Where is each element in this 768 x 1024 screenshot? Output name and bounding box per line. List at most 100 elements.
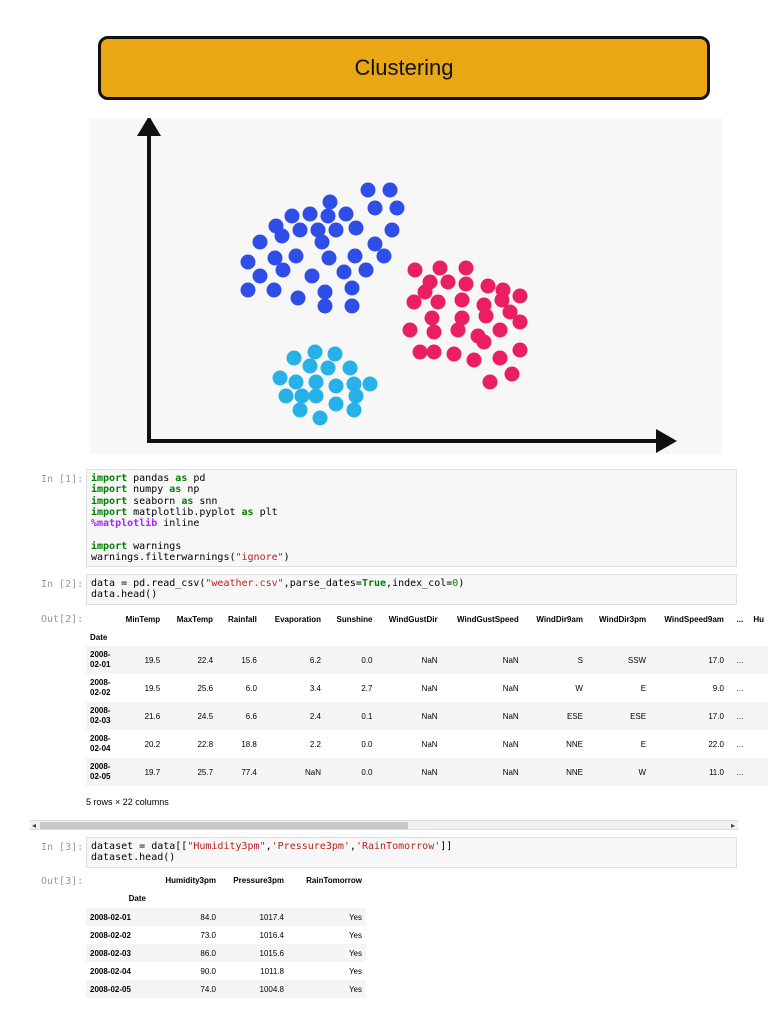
column-header: ... <box>736 614 744 624</box>
cluster-1-point <box>267 250 283 266</box>
table-cell: 74.0 <box>200 984 216 994</box>
shape-note: 5 rows × 22 columns <box>86 797 169 807</box>
table-cell-empty <box>747 758 768 786</box>
scroll-left-icon[interactable]: ◂ <box>32 821 37 830</box>
cluster-1-point <box>389 200 405 216</box>
code-line: import matplotlib.pyplot as plt <box>91 507 732 518</box>
table-cell: 90.0 <box>200 966 216 976</box>
cluster-1-point <box>304 268 320 284</box>
cluster-2-point <box>458 260 474 276</box>
index-name-filler <box>164 628 217 646</box>
cluster-1-point <box>367 200 383 216</box>
code-line: import numpy as np <box>91 484 732 495</box>
table-cell-empty <box>747 646 768 674</box>
code-token: "Humidity3pm" <box>187 841 266 852</box>
table-row: 2008- 02-03 21.6 24.5 6.6 2.4 0.1 NaN NaN ESE ESE 1… <box>86 702 768 730</box>
cluster-3-point <box>312 410 328 426</box>
cluster-3-point <box>302 358 318 374</box>
table-cell: NNE <box>566 767 583 777</box>
cluster-3-point <box>346 402 362 418</box>
cluster-1-point <box>348 220 364 236</box>
code-token: ,index_col= <box>386 578 453 589</box>
code-token: "weather.csv" <box>205 578 284 589</box>
cluster-2-point <box>454 292 470 308</box>
table-cell: ESE <box>630 711 647 721</box>
cluster-2-point <box>458 276 474 292</box>
code-token: "ignore" <box>235 552 284 564</box>
code-token: numpy <box>127 484 170 496</box>
cluster-1-point <box>376 248 392 264</box>
row-date: 2008-02-03 <box>90 948 131 958</box>
cluster-1-point <box>314 234 330 250</box>
y-axis-arrow-icon <box>137 118 161 136</box>
scroll-right-icon[interactable]: ▸ <box>730 821 735 830</box>
table-row: 2008-02-02 73.0 1016.4 Yes <box>86 926 366 944</box>
cluster-3-point <box>348 388 364 404</box>
table-row: 2008- 02-05 19.7 25.7 77.4 NaN 0.0 NaN NaN NNE W 11… <box>86 758 768 786</box>
row-date-part: 02-01 <box>90 660 111 669</box>
table-cell: 84.0 <box>200 912 216 922</box>
cluster-2-point <box>432 260 448 276</box>
row-date-part: 02-03 <box>90 716 111 725</box>
index-name-filler <box>217 628 261 646</box>
index-name-filler <box>288 889 366 908</box>
table-cell: 6.0 <box>245 683 257 693</box>
code-token: ]] <box>440 841 453 852</box>
code-cell-read-csv[interactable]: data = pd.read_csv("weather.csv",parse_d… <box>86 574 737 605</box>
scrollbar-thumb[interactable] <box>40 822 408 829</box>
table-cell: 6.2 <box>309 655 321 665</box>
code-token: ) <box>458 578 465 589</box>
cluster-3-point <box>320 360 336 376</box>
table-cell: 2.7 <box>361 683 373 693</box>
cluster-1-point <box>360 182 376 198</box>
code-token: np <box>181 484 200 496</box>
column-header: RainTomorrow <box>306 876 362 885</box>
column-header: WindGustSpeed <box>457 614 519 624</box>
cluster-2-point <box>512 288 528 304</box>
cluster-2-point <box>426 324 442 340</box>
table-cell: NaN <box>502 711 519 721</box>
cluster-1-point <box>274 228 290 244</box>
table-cell: ... <box>736 739 744 749</box>
out-2-prompt: Out[2]: <box>41 614 84 625</box>
code-token: dataset.head() <box>91 852 176 864</box>
cluster-3-point <box>307 344 323 360</box>
table-cell: NaN <box>502 683 519 693</box>
cluster-2-point <box>492 322 508 338</box>
table-cell: ESE <box>566 711 583 721</box>
code-token: import <box>91 473 128 484</box>
cluster-1-point <box>382 182 398 198</box>
code-token: matplotlib.pyplot <box>127 506 242 518</box>
output-horizontal-scrollbar[interactable]: ◂ ▸ <box>30 820 738 830</box>
code-token: as <box>169 484 182 496</box>
table-cell: 25.6 <box>197 683 214 693</box>
code-token: dataset = data[[ <box>91 841 188 852</box>
table-cell: ... <box>736 683 744 693</box>
table-cell: 0.0 <box>361 767 373 777</box>
table-cell: ... <box>736 711 744 721</box>
table-cell: 22.0 <box>708 739 724 749</box>
row-date: 2008-02-01 <box>86 646 114 674</box>
row-date-part: 2008- <box>90 734 111 743</box>
cluster-1-point <box>310 222 326 238</box>
table-cell: 22.8 <box>197 739 214 749</box>
cluster-2-point <box>504 366 520 382</box>
cluster-1-point <box>338 206 354 222</box>
code-cell-imports[interactable]: import pandas as pd import numpy as np imp… <box>86 469 737 567</box>
cluster-1-point <box>344 298 360 314</box>
table-cell: NaN <box>421 767 438 777</box>
cluster-2-point <box>446 346 462 362</box>
row-date: 2008-02-01 <box>90 912 131 922</box>
index-name-filler <box>325 628 377 646</box>
table-cell: NaN <box>502 655 519 665</box>
table-cell: 9.0 <box>712 683 724 693</box>
index-name-filler <box>650 628 728 646</box>
index-name-filler <box>114 628 164 646</box>
column-header: WindGustDir <box>388 614 438 624</box>
code-token: True <box>361 578 387 589</box>
table-cell: NaN <box>421 739 438 749</box>
code-cell-select-columns[interactable]: dataset = data[["Humidity3pm",'Pressure3… <box>86 837 737 868</box>
row-date: 2008-02-05 <box>86 758 114 786</box>
cluster-1-point <box>322 194 338 210</box>
cluster-3-point <box>294 388 310 404</box>
